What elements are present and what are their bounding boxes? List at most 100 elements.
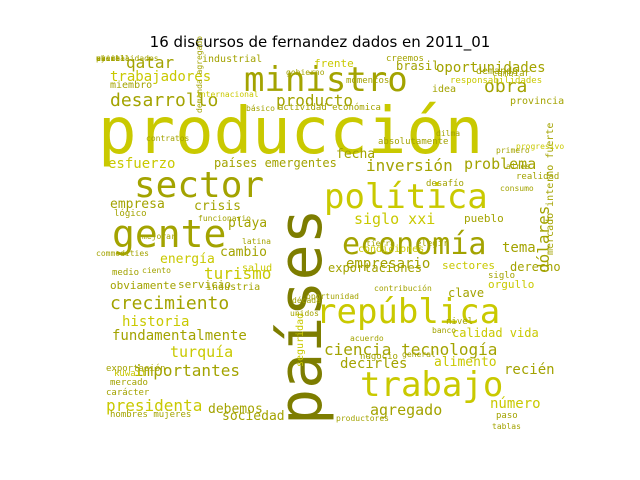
- cloud-word: contribución: [374, 284, 432, 293]
- cloud-word: commodities: [96, 249, 149, 258]
- cloud-word: cambio: [220, 245, 267, 260]
- cloud-word: fecha: [336, 147, 376, 162]
- cloud-word: lógico: [114, 209, 147, 219]
- cloud-word: general: [402, 350, 436, 359]
- cloud-word: industrial: [202, 54, 263, 65]
- cloud-word: provincia: [510, 96, 565, 107]
- cloud-word: actividad económica: [278, 103, 381, 113]
- cloud-word: contratos: [146, 134, 190, 143]
- cloud-word: cambiar: [492, 69, 530, 79]
- cloud-word: obra: [484, 76, 528, 97]
- cloud-word: república: [316, 292, 501, 332]
- cloud-word: unidos: [290, 309, 319, 318]
- cloud-word: gente: [112, 212, 227, 256]
- cloud-word: seguridad: [295, 312, 306, 367]
- cloud-word: paso: [496, 411, 518, 421]
- cloud-word: debemos: [208, 402, 263, 417]
- cloud-word: exportaciones: [328, 261, 422, 275]
- cloud-word: inversión: [366, 156, 453, 175]
- cloud-word: aires: [506, 162, 531, 171]
- chart-title: 16 discursos de fernandez dados en 2011_…: [149, 33, 491, 51]
- cloud-word: qatar: [126, 53, 175, 72]
- cloud-word: crecimiento: [110, 293, 230, 314]
- cloud-word: nivel: [446, 317, 474, 327]
- cloud-word: básico: [246, 104, 275, 113]
- cloud-word: trabajo: [360, 365, 504, 405]
- cloud-word: posibilidades: [96, 54, 159, 63]
- cloud-word: producción: [98, 95, 484, 169]
- cloud-word: momentos: [346, 76, 390, 86]
- cloud-word: acuerdo: [350, 334, 384, 343]
- cloud-word: historia: [122, 314, 190, 330]
- cloud-word: esfuerzo: [108, 156, 176, 172]
- cloud-word: latina: [242, 237, 271, 246]
- cloud-word: ciento: [142, 266, 171, 275]
- cloud-word: turismo: [204, 264, 272, 283]
- cloud-word: negocio: [360, 352, 398, 362]
- cloud-word: realidad: [516, 172, 560, 182]
- cloud-word: miembro: [110, 80, 153, 91]
- cloud-word: trabajadores: [110, 69, 212, 85]
- cloud-word: hombres mujeres: [110, 410, 192, 420]
- cloud-word: decirles: [340, 356, 408, 372]
- cloud-word: obviamente: [110, 279, 177, 292]
- word-cloud: producción países ministro sector gente polít…: [96, 36, 564, 431]
- cloud-word: china: [96, 54, 121, 63]
- cloud-word: mercado: [110, 378, 148, 388]
- cloud-word: banco: [432, 326, 457, 335]
- cloud-word: sector: [134, 165, 265, 206]
- cloud-word: progresivo: [516, 142, 565, 151]
- cloud-word: siglo: [488, 271, 516, 281]
- cloud-word: alimento: [434, 355, 497, 370]
- cloud-word: carácter: [106, 388, 150, 398]
- cloud-word: importantes: [134, 361, 240, 380]
- cloud-word: pueblo: [464, 212, 504, 225]
- cloud-word: empresario: [346, 256, 431, 272]
- cloud-word: desafío: [426, 179, 464, 189]
- cloud-word: empresa: [110, 197, 165, 212]
- cloud-word: agregado: [370, 401, 443, 419]
- cloud-word: calidad vida: [452, 326, 539, 340]
- cloud-word: salud: [242, 263, 273, 274]
- cloud-word: número: [490, 396, 541, 412]
- cloud-word: problema: [464, 155, 537, 173]
- cloud-word: escuela: [96, 54, 130, 63]
- cloud-word: sectores: [442, 259, 495, 272]
- cloud-word: servicio: [178, 278, 231, 291]
- cloud-word: visita: [96, 54, 125, 63]
- cloud-word: oportunidad: [306, 292, 359, 301]
- cloud-word: dilma: [436, 129, 461, 138]
- cloud-word: derecho: [510, 260, 561, 274]
- cloud-word: gobierno: [286, 68, 325, 77]
- cloud-word: ayer: [96, 54, 116, 63]
- cloud-word: playa: [228, 216, 268, 231]
- cloud-word: ministro: [244, 60, 408, 100]
- cloud-word: energía: [160, 252, 215, 267]
- cloud-word: producto: [276, 91, 354, 110]
- cloud-word: turquía: [170, 343, 234, 361]
- cloud-word: consumo: [500, 184, 534, 193]
- cloud-word: países emergentes: [214, 156, 337, 170]
- cloud-word: elegir: [416, 239, 449, 249]
- cloud-word: frente: [314, 57, 354, 70]
- cloud-word: medio: [112, 268, 140, 278]
- cloud-word: idea: [432, 84, 457, 95]
- cloud-word: mejorar: [142, 232, 176, 241]
- cloud-word: oportunidades: [436, 60, 546, 76]
- cloud-word: fundamentalmente: [112, 328, 247, 344]
- cloud-word: productores: [336, 414, 389, 423]
- cloud-word: demanda agregado: [195, 35, 204, 113]
- cloud-word: economía: [342, 227, 487, 262]
- cloud-word: ciencia tecnología: [324, 340, 498, 359]
- cloud-word: presidenta: [106, 396, 203, 415]
- cloud-word: exportación: [106, 364, 166, 374]
- cloud-word: kuwait: [114, 369, 147, 379]
- cloud-word: industria: [206, 282, 261, 293]
- cloud-word: desarrollo: [110, 90, 219, 111]
- cloud-word: responsabilidades: [450, 76, 543, 86]
- cloud-word: tablas: [492, 422, 521, 431]
- cloud-word: década: [292, 296, 321, 305]
- cloud-word: creemos: [386, 54, 424, 64]
- cloud-word: sociedad: [222, 409, 285, 424]
- cloud-word: funcionario: [198, 214, 251, 223]
